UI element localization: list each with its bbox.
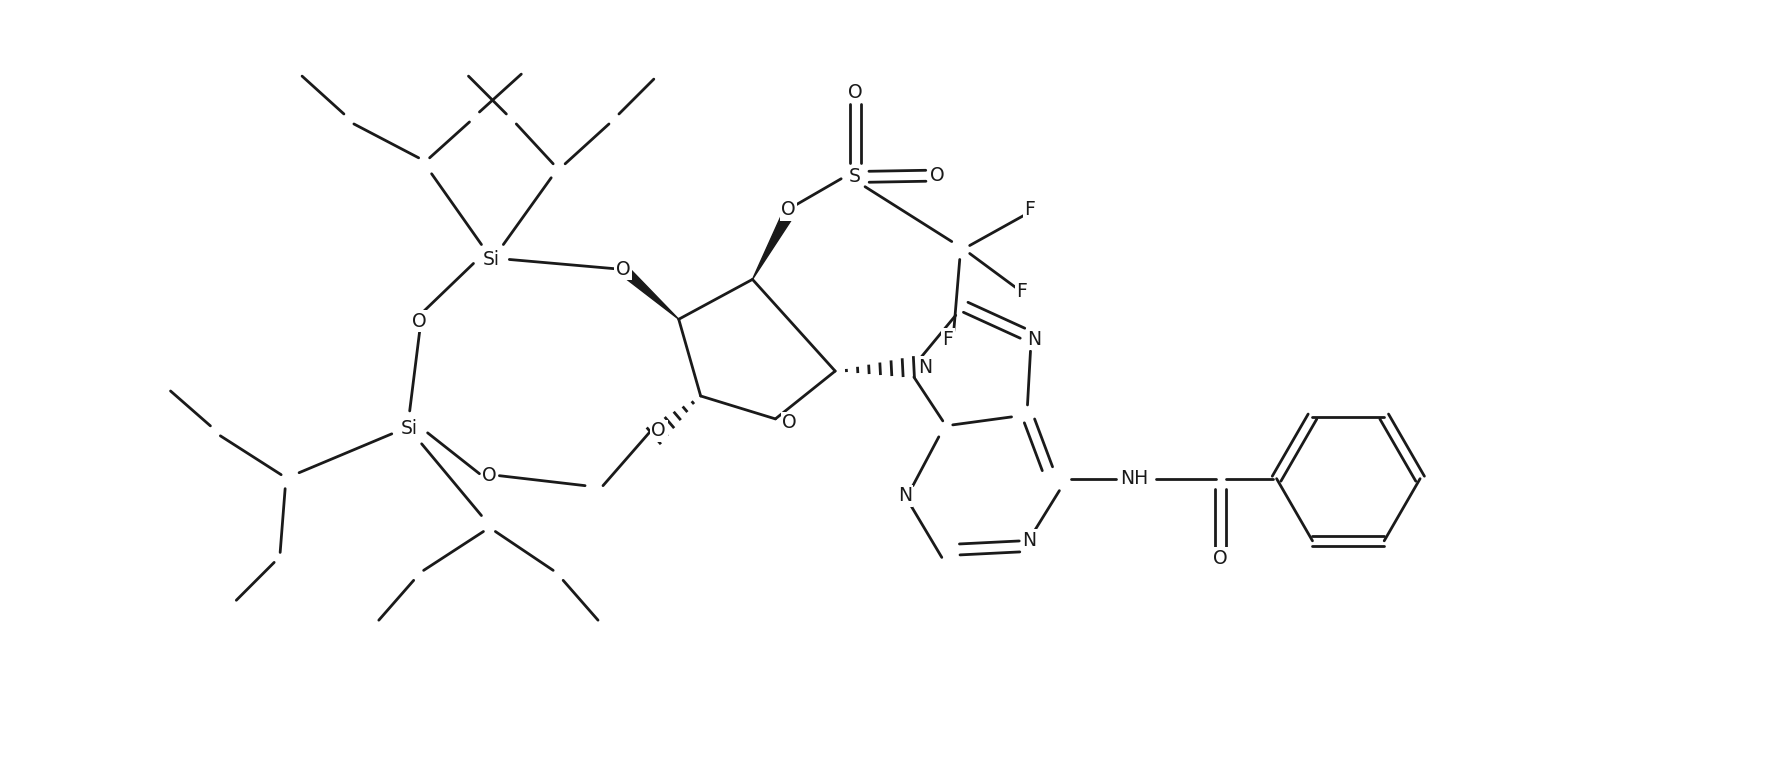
Text: N: N [1028,330,1042,348]
Polygon shape [752,215,791,280]
Text: O: O [930,166,945,185]
Text: O: O [782,413,796,433]
Text: F: F [1015,282,1028,301]
Text: S: S [849,167,862,186]
Text: N: N [918,358,932,376]
Text: Si: Si [483,250,501,269]
Text: F: F [943,330,953,348]
Text: F: F [1024,200,1035,219]
Text: O: O [616,260,630,279]
Text: N: N [1022,531,1037,550]
Text: N: N [899,486,913,505]
Text: O: O [782,200,796,219]
Text: Si: Si [402,419,417,438]
Text: NH: NH [1120,469,1148,488]
Text: O: O [412,312,426,330]
Text: O: O [651,422,667,440]
Polygon shape [619,266,679,319]
Text: O: O [847,83,863,102]
Text: O: O [483,466,497,485]
Text: O: O [1214,549,1228,568]
